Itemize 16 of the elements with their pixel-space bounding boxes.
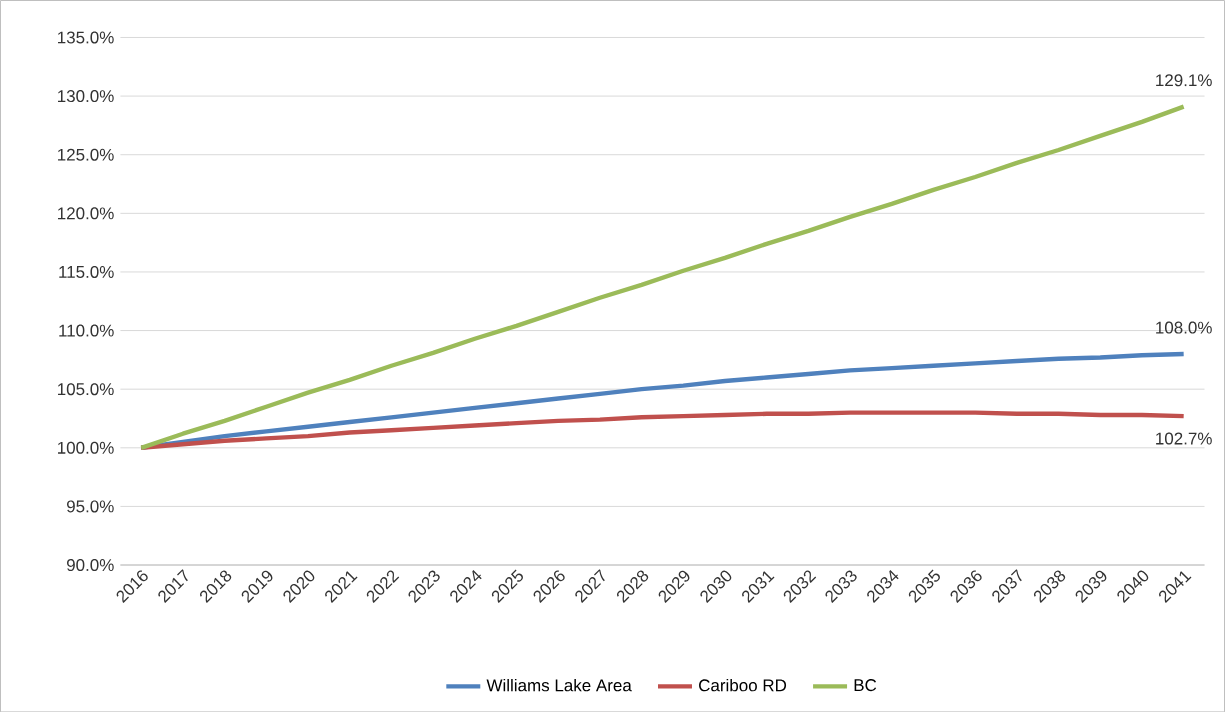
y-tick-label: 125.0% bbox=[58, 148, 114, 161]
legend-label: BC bbox=[854, 678, 877, 691]
data-label: 108.0% bbox=[1156, 321, 1212, 334]
legend-label: Cariboo RD bbox=[699, 678, 787, 692]
y-tick-label: 110.0% bbox=[59, 324, 114, 337]
y-tick-label: 105.0% bbox=[58, 382, 114, 395]
y-tick-label: 100.0% bbox=[58, 441, 114, 454]
legend-label: Williams Lake Area bbox=[486, 678, 632, 692]
y-tick-label: 95.0% bbox=[67, 500, 114, 513]
y-tick-label: 130.0% bbox=[58, 89, 114, 102]
y-tick-label: 90.0% bbox=[67, 558, 114, 571]
y-tick-label: 115.0% bbox=[59, 265, 114, 278]
data-label: 102.7% bbox=[1156, 432, 1212, 445]
data-label: 129.1% bbox=[1156, 74, 1212, 87]
y-tick-label: 135.0% bbox=[58, 31, 114, 44]
y-tick-label: 120.0% bbox=[58, 207, 114, 220]
